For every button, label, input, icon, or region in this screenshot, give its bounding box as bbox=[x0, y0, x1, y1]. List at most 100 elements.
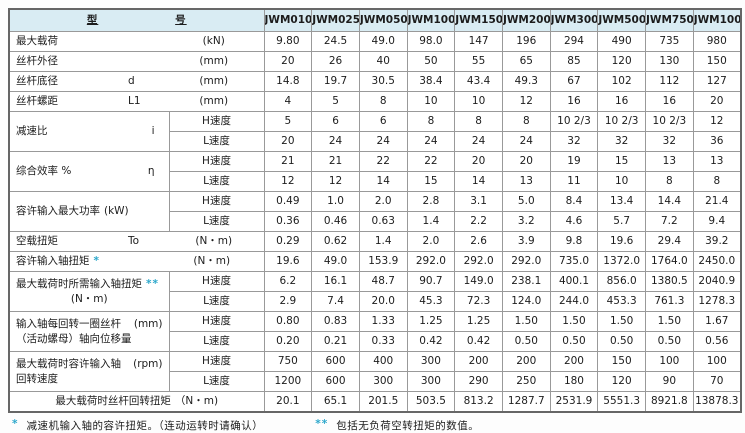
spec-table: 型号 JWM010 JWM025 JWM050 JWM100 JWM150 JWM200 JW… bbox=[8, 8, 742, 413]
spec-label: 最大载荷 (kN) bbox=[8, 31, 265, 52]
value-cell: 39.2 bbox=[692, 231, 742, 252]
value-cell: 2.2 bbox=[454, 211, 503, 232]
value-cell: 201.5 bbox=[358, 391, 408, 413]
value-cell: 2.6 bbox=[454, 231, 503, 252]
speed-cell: L速度 bbox=[168, 211, 265, 232]
value-cell: 26 bbox=[311, 51, 360, 72]
value-cell: 2531.9 bbox=[549, 391, 599, 413]
value-cell: 120 bbox=[597, 51, 646, 72]
value-cell: 735 bbox=[645, 31, 694, 52]
value-cell: 1764.0 bbox=[645, 251, 694, 272]
value-cell: 19.7 bbox=[311, 71, 360, 92]
value-cell: 5 bbox=[263, 111, 313, 132]
value-cell: 19 bbox=[549, 151, 599, 172]
speed-cell: L速度 bbox=[168, 291, 265, 312]
value-cell: 200 bbox=[501, 351, 551, 372]
spec-symbol: d bbox=[128, 74, 135, 87]
value-cell: 200 bbox=[454, 351, 503, 372]
value-cell: 150 bbox=[692, 51, 742, 72]
footnotes: * 减速机输入轴的容许扭矩。（连动运转时请确认） ** 包括无负荷空转扭矩的数值… bbox=[8, 413, 740, 433]
model-header: JWM100 bbox=[406, 8, 456, 32]
spec-label: 容许输入轴扭矩 * (N・m) bbox=[8, 251, 265, 272]
spec-label-text: 丝杆底径 bbox=[16, 74, 58, 87]
value-cell: 16 bbox=[645, 91, 694, 112]
value-cell: 38.4 bbox=[406, 71, 456, 92]
value-cell: 8 bbox=[406, 111, 456, 132]
value-cell: 250 bbox=[501, 371, 551, 392]
value-cell: 14.4 bbox=[645, 191, 694, 212]
value-cell: 65.1 bbox=[311, 391, 360, 413]
value-cell: 15 bbox=[597, 151, 646, 172]
value-cell: 400.1 bbox=[549, 271, 599, 292]
value-cell: 98.0 bbox=[406, 31, 456, 52]
value-cell: 1.50 bbox=[549, 311, 599, 332]
value-cell: 124.0 bbox=[501, 291, 551, 312]
value-cell: 1.33 bbox=[358, 311, 408, 332]
footnote-2-star: ** bbox=[315, 418, 329, 430]
speed-cell: L速度 bbox=[168, 371, 265, 392]
value-cell: 600 bbox=[311, 371, 360, 392]
model-header: JWM050 bbox=[358, 8, 408, 32]
speed-cell: H速度 bbox=[168, 191, 265, 212]
value-cell: 1.67 bbox=[692, 311, 742, 332]
value-cell: 20 bbox=[454, 151, 503, 172]
spec-label-text: 输入轴每回转一圈丝杆 bbox=[16, 318, 121, 331]
speed-cell: L速度 bbox=[168, 131, 265, 152]
model-header: JWM025 bbox=[311, 8, 360, 32]
value-cell: 45.3 bbox=[406, 291, 456, 312]
value-cell: 735.0 bbox=[549, 251, 599, 272]
value-cell: 6 bbox=[311, 111, 360, 132]
value-cell: 16 bbox=[549, 91, 599, 112]
value-cell: 453.3 bbox=[597, 291, 646, 312]
value-cell: 24 bbox=[406, 131, 456, 152]
value-cell: 15 bbox=[406, 171, 456, 192]
speed-cell: H速度 bbox=[168, 351, 265, 372]
value-cell: 294 bbox=[549, 31, 599, 52]
value-cell: 8 bbox=[454, 111, 503, 132]
value-cell: 32 bbox=[549, 131, 599, 152]
value-cell: 292.0 bbox=[501, 251, 551, 272]
value-cell: 2.0 bbox=[358, 191, 408, 212]
speed-cell: L速度 bbox=[168, 331, 265, 352]
spec-symbol: To bbox=[128, 234, 140, 247]
value-cell: 1278.3 bbox=[692, 291, 742, 312]
value-cell: 2.9 bbox=[263, 291, 313, 312]
value-cell: 6 bbox=[358, 111, 408, 132]
value-cell: 32 bbox=[645, 131, 694, 152]
value-cell: 24.5 bbox=[311, 31, 360, 52]
value-cell: 4.6 bbox=[549, 211, 599, 232]
value-cell: 300 bbox=[406, 371, 456, 392]
value-cell: 20 bbox=[263, 51, 313, 72]
value-cell: 13.4 bbox=[597, 191, 646, 212]
speed-cell: H速度 bbox=[168, 311, 265, 332]
value-cell: 30.5 bbox=[358, 71, 408, 92]
speed-cell: H速度 bbox=[168, 271, 265, 292]
value-cell: 14 bbox=[358, 171, 408, 192]
value-cell: 5.7 bbox=[597, 211, 646, 232]
value-cell: 1287.7 bbox=[501, 391, 551, 413]
value-cell: 9.4 bbox=[692, 211, 742, 232]
value-cell: 13 bbox=[692, 151, 742, 172]
value-cell: 112 bbox=[645, 71, 694, 92]
value-cell: 8 bbox=[501, 111, 551, 132]
spec-label: 最大载荷时丝杆回转扭矩 （N・m) bbox=[8, 391, 265, 413]
spec-unit: (mm) bbox=[199, 94, 229, 107]
value-cell: 0.21 bbox=[311, 331, 360, 352]
value-cell: 200 bbox=[549, 351, 599, 372]
spec-label: 容许输入最大功率 (kW) bbox=[8, 191, 170, 232]
speed-cell: H速度 bbox=[168, 151, 265, 172]
value-cell: 5 bbox=[311, 91, 360, 112]
value-cell: 22 bbox=[406, 151, 456, 172]
value-cell: 19.6 bbox=[597, 231, 646, 252]
value-cell: 13 bbox=[645, 151, 694, 172]
value-cell: 149.0 bbox=[454, 271, 503, 292]
model-header: JWM150 bbox=[454, 8, 503, 32]
value-cell: 120 bbox=[597, 371, 646, 392]
footnote-marker: * bbox=[93, 254, 100, 267]
value-cell: 67 bbox=[549, 71, 599, 92]
value-cell: 3.9 bbox=[501, 231, 551, 252]
value-cell: 147 bbox=[454, 31, 503, 52]
value-cell: 761.3 bbox=[645, 291, 694, 312]
spec-unit: (N・m) bbox=[195, 234, 233, 247]
spec-label-text: 最大载荷 bbox=[16, 34, 58, 47]
